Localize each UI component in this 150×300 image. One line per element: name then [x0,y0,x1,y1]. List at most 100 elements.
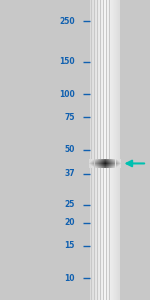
Bar [90,166,91,167]
Bar [98,161,99,162]
Bar [116,163,117,164]
Bar [115,0,116,300]
Bar [97,160,98,161]
Bar [93,166,94,167]
Text: 20: 20 [64,218,75,227]
Bar [118,162,119,163]
Text: 15: 15 [65,241,75,250]
Bar [120,162,121,163]
Bar [109,0,110,300]
Bar [114,164,115,165]
Bar [101,167,102,168]
Bar [99,165,100,166]
Bar [104,161,105,162]
Bar [111,161,112,162]
Bar [117,161,118,162]
Bar [93,163,94,164]
Bar [119,166,120,167]
Bar [117,162,118,163]
Bar [98,0,99,300]
Bar [102,163,103,164]
Bar [106,160,107,161]
Bar [90,0,91,300]
Bar [94,165,95,166]
Bar [102,160,103,161]
Text: 75: 75 [64,113,75,122]
Bar [106,167,107,168]
Bar [96,0,97,300]
Bar [92,0,93,300]
Bar [109,160,110,161]
Text: 10: 10 [64,274,75,283]
Bar [109,161,110,162]
Bar [102,161,103,162]
Bar [90,162,91,163]
Bar [95,162,96,163]
Bar [95,0,96,300]
Bar [92,161,93,162]
Bar [107,162,108,163]
Bar [118,167,119,168]
Bar [116,165,117,166]
Bar [96,165,97,166]
Bar [117,165,118,166]
Bar [93,162,94,163]
Bar [108,161,109,162]
Bar [99,160,100,161]
Bar [114,163,115,164]
Bar [96,164,97,165]
Bar [94,167,95,168]
Bar [106,162,107,163]
Bar [98,166,99,167]
Bar [98,167,99,168]
Bar [116,167,117,168]
Bar [101,165,102,166]
Bar [118,163,119,164]
Bar [118,166,119,167]
Bar [93,165,94,166]
Bar [105,167,106,168]
Bar [103,162,104,163]
Bar [112,166,113,167]
Bar [98,163,99,164]
Bar [105,163,106,164]
Bar [96,160,97,161]
Bar [119,165,120,166]
Bar [102,162,103,163]
Bar [111,160,112,161]
Bar [117,167,118,168]
Bar [113,0,114,300]
Bar [92,160,93,161]
Bar [103,0,104,300]
Bar [111,166,112,167]
Bar [107,160,108,161]
Bar [98,164,99,165]
Bar [94,161,95,162]
Bar [90,161,91,162]
Bar [113,166,114,167]
Bar [94,163,95,164]
Bar [89,165,90,166]
Bar [105,162,106,163]
Bar [100,0,101,300]
Bar [95,163,96,164]
Bar [118,164,119,165]
Bar [111,0,112,300]
Bar [104,160,105,161]
Bar [91,160,92,161]
Bar [115,163,116,164]
Bar [103,164,104,165]
Bar [109,162,110,163]
Bar [97,160,98,161]
Bar [112,167,113,168]
Bar [109,160,110,161]
Bar [108,166,109,167]
Bar [111,160,112,161]
Bar [118,0,119,300]
Bar [112,162,113,163]
Bar [100,160,101,161]
Bar [115,166,116,167]
Bar [89,160,90,161]
Bar [119,162,120,163]
Bar [115,160,116,161]
